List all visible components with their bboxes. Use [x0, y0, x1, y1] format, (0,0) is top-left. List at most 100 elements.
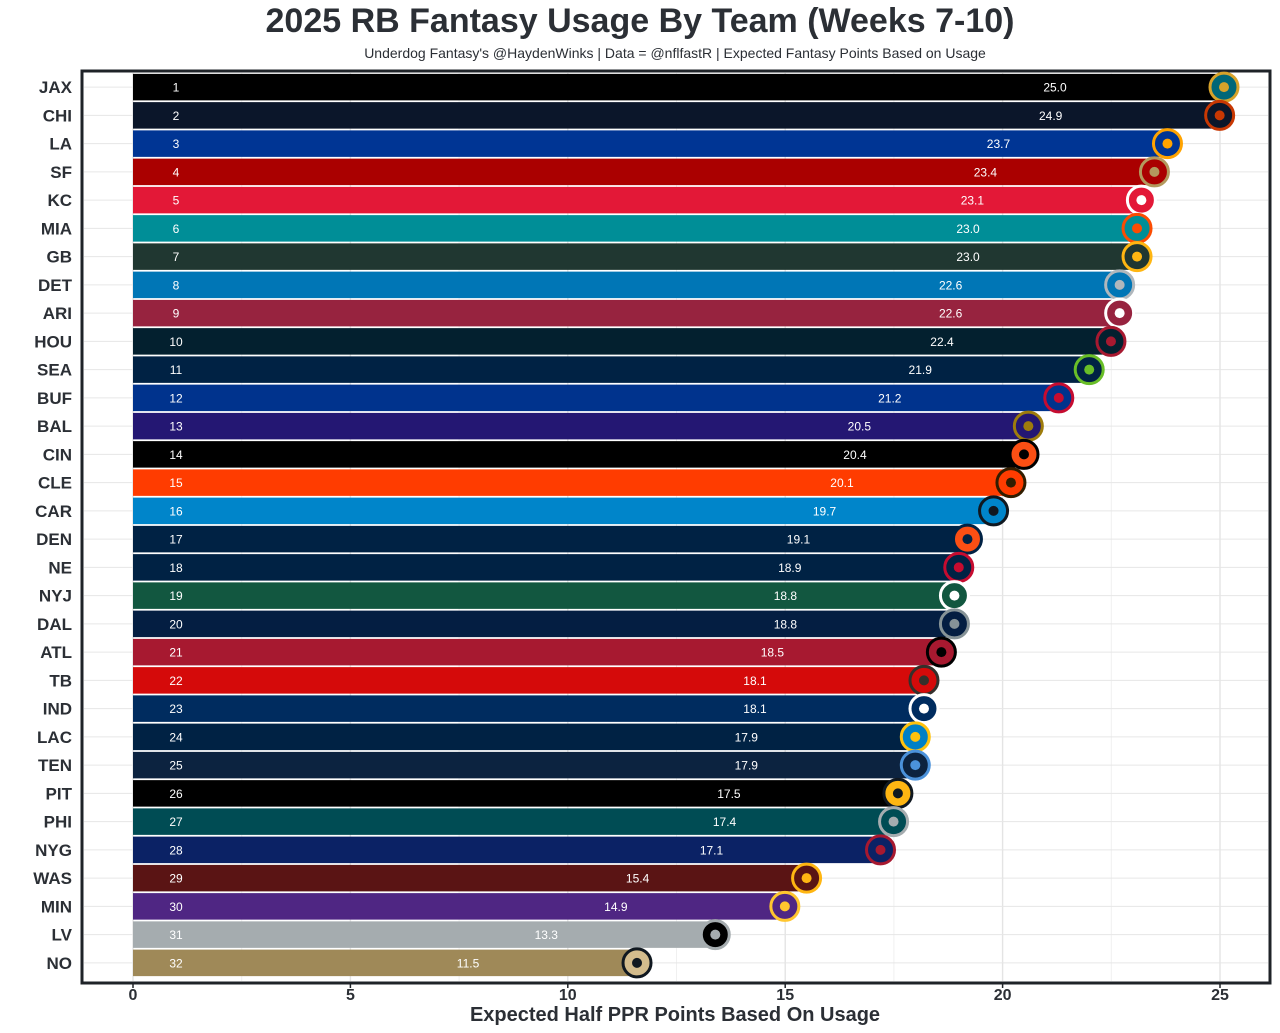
- y-axis-label: CHI: [43, 106, 72, 125]
- y-axis-label: CLE: [38, 474, 72, 493]
- value-label: 19.7: [813, 504, 837, 518]
- y-axis-label: TB: [49, 671, 72, 690]
- lv-logo-icon: [699, 919, 731, 951]
- bar-min: [133, 893, 781, 920]
- bar-sf: [133, 158, 1151, 186]
- min-logo-icon: [769, 890, 801, 922]
- chi-logo-icon: [1204, 99, 1236, 131]
- bar-cle: [133, 469, 1007, 496]
- y-axis-label: MIA: [41, 219, 72, 238]
- bar-nyg: [133, 836, 877, 864]
- dal-logo-icon: [938, 608, 970, 640]
- y-axis-label: BAL: [37, 417, 72, 436]
- hou-logo-icon: [1095, 325, 1127, 357]
- rank-label: 6: [173, 222, 180, 236]
- y-axis-label: ARI: [43, 304, 72, 323]
- ne-logo-icon: [943, 551, 975, 583]
- rank-label: 4: [173, 165, 180, 179]
- bar-jax: [133, 73, 1220, 101]
- x-tick-label: 5: [346, 987, 355, 1004]
- phi-logo-icon: [878, 806, 910, 838]
- rank-label: 18: [169, 561, 183, 575]
- no-logo-icon: [621, 947, 653, 979]
- y-axis-label: NO: [47, 954, 73, 973]
- bar-det: [133, 271, 1116, 299]
- rank-label: 14: [169, 448, 183, 462]
- rank-label: 12: [169, 391, 183, 405]
- bar-bal: [133, 412, 1025, 440]
- bar-dal: [133, 610, 951, 638]
- value-label: 18.8: [774, 589, 798, 603]
- rank-label: 30: [169, 900, 183, 914]
- value-label: 21.2: [878, 391, 902, 405]
- jax-logo-icon: [1208, 71, 1240, 103]
- bar-cin: [133, 441, 1020, 468]
- y-axis-label: DAL: [37, 615, 72, 634]
- value-label: 23.1: [961, 194, 985, 208]
- x-axis-ticks: 0 5 10 15 20 25: [129, 983, 1229, 1004]
- bal-logo-icon: [1012, 410, 1044, 442]
- x-tick-label: 10: [559, 987, 577, 1004]
- rank-label: 3: [173, 137, 180, 151]
- y-axis-label: LAC: [37, 728, 72, 747]
- bar-ne: [133, 554, 955, 581]
- bar-lac: [133, 723, 912, 751]
- y-axis-labels: JAX CHI LA SF KC MIA GB DET ARI HOU SEA BUF BAL CIN CL…: [33, 78, 72, 973]
- value-label: 17.4: [713, 815, 737, 829]
- buf-logo-icon: [1043, 382, 1075, 414]
- det-logo-icon: [1104, 269, 1136, 301]
- x-axis-title: Expected Half PPR Points Based On Usage: [470, 1004, 880, 1026]
- bar-gb: [133, 243, 1134, 270]
- bar-was: [133, 864, 803, 892]
- value-label: 18.9: [778, 561, 802, 575]
- value-label: 17.1: [700, 843, 724, 857]
- sf-logo-icon: [1138, 156, 1170, 188]
- pit-logo-icon: [882, 777, 914, 809]
- bar-la: [133, 130, 1164, 157]
- value-label: 18.8: [774, 617, 798, 631]
- y-axis-label: KC: [47, 191, 72, 210]
- rank-label: 26: [169, 787, 183, 801]
- bar-sea: [133, 356, 1086, 383]
- y-axis-label: IND: [43, 700, 72, 719]
- ten-logo-icon: [899, 749, 931, 781]
- team-logos-layer: [621, 71, 1240, 979]
- y-axis-label: LA: [49, 135, 72, 154]
- was-logo-icon: [791, 862, 823, 894]
- value-label: 15.4: [626, 872, 650, 886]
- y-axis-label: SEA: [37, 361, 72, 380]
- x-tick-label: 0: [129, 987, 138, 1004]
- bars-layer: 1 25.0 2 24.9 3 23.7 4 23.4 5 23.1 6 23.0 7 23.0 8 22.6…: [133, 73, 1220, 977]
- value-label: 23.0: [956, 250, 980, 264]
- bar-pit: [133, 780, 894, 807]
- rank-label: 13: [169, 420, 183, 434]
- bar-mia: [133, 215, 1134, 242]
- bar-ari: [133, 299, 1116, 327]
- value-label: 22.6: [939, 278, 963, 292]
- bar-atl: [133, 638, 938, 666]
- value-label: 21.9: [909, 363, 933, 377]
- value-label: 17.9: [735, 759, 759, 773]
- value-label: 18.1: [743, 702, 767, 716]
- rank-label: 32: [169, 956, 183, 970]
- y-axis-label: DET: [38, 276, 73, 295]
- chart-subtitle: Underdog Fantasy's @HaydenWinks | Data =…: [364, 45, 986, 61]
- value-label: 23.7: [987, 137, 1011, 151]
- sea-logo-icon: [1073, 354, 1105, 386]
- tb-logo-icon: [908, 664, 940, 696]
- value-label: 14.9: [604, 900, 628, 914]
- y-axis-label: NYJ: [39, 587, 72, 606]
- gb-logo-icon: [1121, 241, 1153, 273]
- cin-logo-icon: [1008, 438, 1040, 470]
- y-axis-label: CAR: [35, 502, 72, 521]
- y-axis-label: NYG: [35, 841, 72, 860]
- y-axis-label: TEN: [38, 756, 72, 775]
- y-axis-label: SF: [50, 163, 72, 182]
- rank-label: 28: [169, 843, 183, 857]
- rank-label: 8: [173, 278, 180, 292]
- bar-chi: [133, 102, 1216, 129]
- rank-label: 24: [169, 730, 183, 744]
- x-tick-label: 15: [776, 987, 794, 1004]
- y-axis-label: GB: [47, 248, 73, 267]
